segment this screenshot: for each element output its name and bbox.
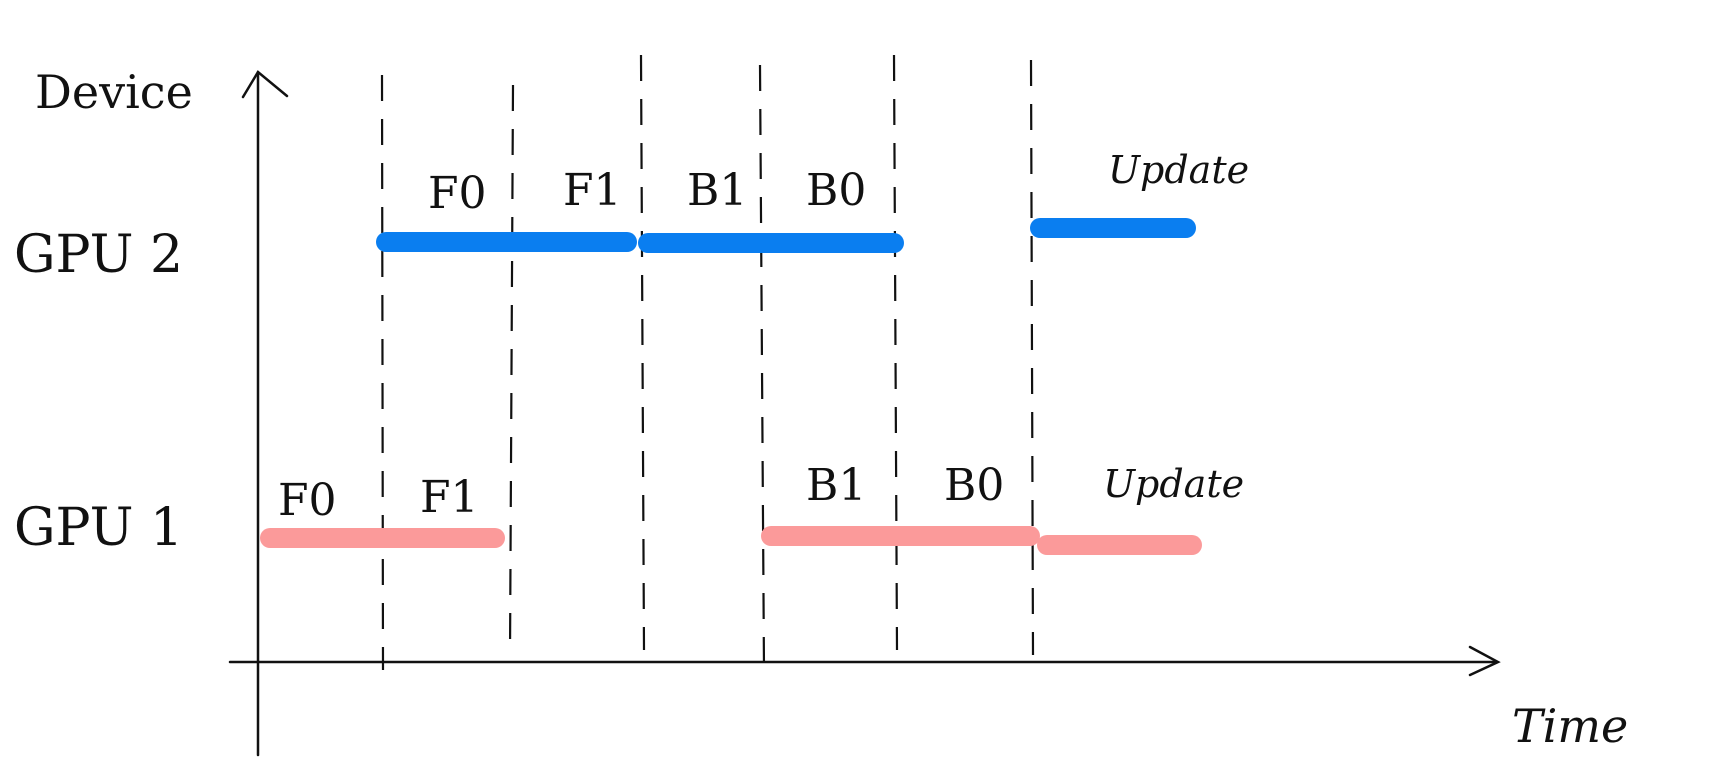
gpu1-task-label: F1 xyxy=(420,472,479,523)
x-axis-arrowhead xyxy=(1468,645,1501,677)
gpu2-bars xyxy=(376,218,1196,253)
time-divider xyxy=(639,54,646,651)
gpu1-task-label: B1 xyxy=(806,460,866,511)
gpu2-task-label: F0 xyxy=(428,168,487,219)
gpu1-task-label: F0 xyxy=(278,475,337,526)
time-divider xyxy=(892,54,899,651)
device-label-gpu1: GPU 1 xyxy=(14,498,183,558)
y-axis-label: Device xyxy=(35,65,193,119)
time-dividers xyxy=(380,54,1035,671)
gpu2-task-label: Update xyxy=(1108,148,1249,192)
gpu2-task-label: B1 xyxy=(687,165,747,216)
device-label-gpu2: GPU 2 xyxy=(14,225,183,285)
x-axis-label: Time xyxy=(1512,699,1628,753)
time-divider xyxy=(380,74,385,671)
gpu1-bars xyxy=(260,526,1202,555)
gpu2-task-label: F1 xyxy=(563,165,622,216)
time-divider xyxy=(508,84,515,656)
axes xyxy=(228,70,1501,757)
y-axis-arrowhead xyxy=(241,70,289,99)
time-divider xyxy=(1029,59,1035,656)
gpu1-task-label: Update xyxy=(1103,462,1244,506)
time-divider xyxy=(758,64,766,671)
gpu2-task-label: B0 xyxy=(806,165,866,216)
gpu1-task-label: B0 xyxy=(944,460,1004,511)
